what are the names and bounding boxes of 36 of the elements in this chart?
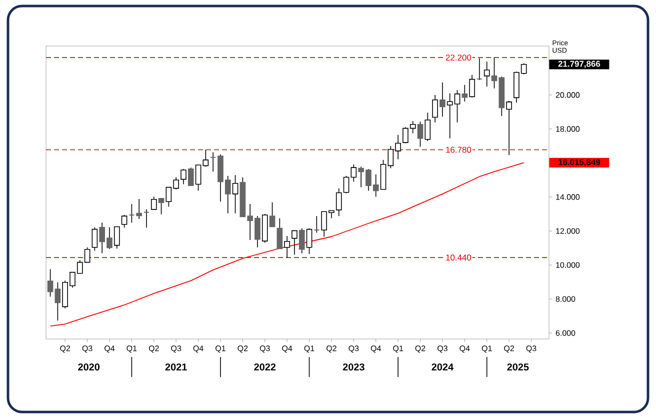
ref-line-label: 16.780 [446, 146, 472, 153]
candlestick [292, 230, 298, 256]
candlestick [432, 94, 438, 123]
text: 2023 [342, 363, 364, 371]
candlestick [284, 236, 290, 258]
candlestick [143, 209, 150, 228]
candlestick [136, 198, 142, 220]
candlestick [210, 152, 216, 172]
line-series [50, 162, 524, 327]
candlestick [232, 174, 238, 214]
candlestick [476, 58, 482, 80]
text: 16.015,849 [558, 159, 600, 166]
text: 2024 [432, 363, 454, 371]
ref-line-label: 22.200 [446, 54, 472, 61]
candlestick [202, 149, 209, 168]
text: 2020 [78, 363, 100, 371]
candlestick [306, 228, 312, 254]
candlestick [350, 164, 357, 182]
text: 21.797,866 [558, 60, 600, 68]
candlestick [128, 204, 135, 224]
ref-line-label: 10.440 [446, 254, 472, 261]
candlestick [506, 100, 512, 156]
candlestick [469, 74, 475, 98]
candlestick [114, 226, 120, 250]
text: 2022 [254, 363, 276, 371]
candlestick [121, 214, 128, 228]
candlestick [150, 196, 157, 210]
candlestick [314, 216, 320, 234]
candlestick [180, 168, 186, 185]
candlestick [424, 112, 431, 142]
candlestick [47, 268, 54, 298]
candlestick [195, 164, 202, 192]
candlestick [92, 226, 98, 252]
candlestick [484, 61, 490, 88]
text: 2025 [507, 363, 529, 371]
text: 2021 [165, 363, 187, 371]
